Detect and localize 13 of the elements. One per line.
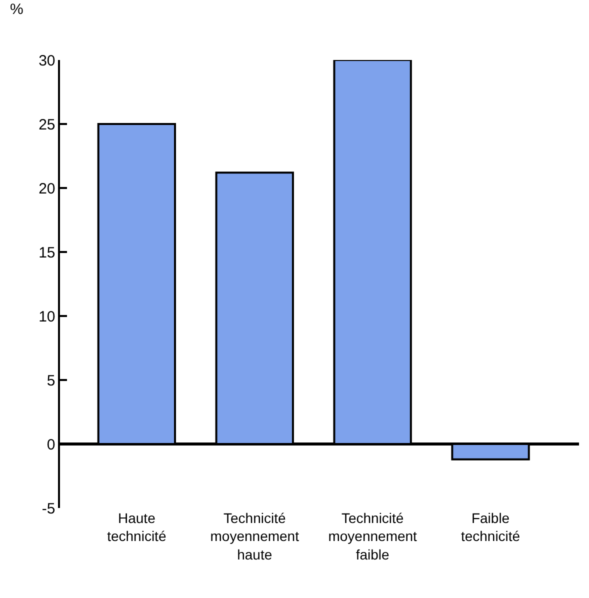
x-tick-label: Technicité moyennement haute — [210, 510, 300, 562]
y-tick-label: -5 — [42, 500, 56, 518]
y-tick-label: 30 — [38, 52, 56, 70]
y-tick-label: 5 — [46, 372, 56, 390]
y-tick-label: 20 — [38, 180, 56, 198]
x-tick-label: Haute technicité — [107, 510, 166, 544]
x-tick-label: Technicité moyennement faible — [328, 510, 418, 562]
y-tick-label: 10 — [38, 308, 56, 326]
y-tick-label: 25 — [38, 116, 56, 134]
y-axis-title: % — [10, 1, 24, 18]
y-tick-label: 0 — [46, 436, 56, 454]
x-tick-label: Faible technicité — [460, 510, 520, 544]
y-tick-label: 15 — [38, 244, 56, 262]
